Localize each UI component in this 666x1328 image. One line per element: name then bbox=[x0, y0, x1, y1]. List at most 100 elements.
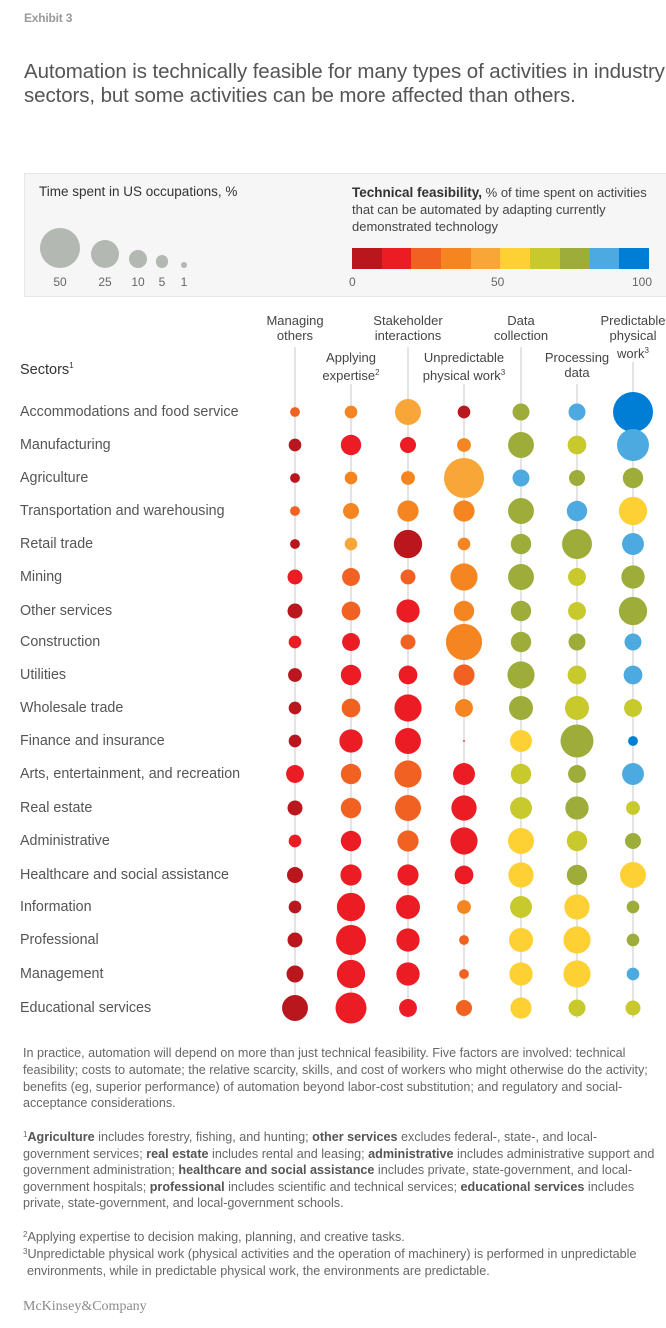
bubble bbox=[288, 900, 302, 914]
sector-label: Administrative bbox=[20, 833, 110, 849]
color-scale-swatch bbox=[589, 248, 620, 269]
column-header: Stakeholder interactions bbox=[373, 313, 443, 343]
bubble bbox=[397, 864, 419, 886]
bubble bbox=[510, 997, 532, 1019]
footnote-text: includes forestry, fishing, and hunting; bbox=[94, 1130, 313, 1144]
footnote-2-marker: 2 bbox=[23, 1230, 28, 1239]
bubble bbox=[566, 500, 588, 522]
bubble bbox=[395, 728, 421, 754]
column-header: Applying expertise2 bbox=[322, 350, 380, 383]
bubble bbox=[340, 434, 362, 456]
bubble bbox=[510, 797, 532, 819]
bubble bbox=[340, 763, 362, 785]
mckinsey-logo: McKinsey&Company bbox=[23, 1299, 147, 1314]
sector-label: Healthcare and social assistance bbox=[20, 867, 230, 883]
bubble bbox=[343, 503, 359, 519]
footnote-text: includes administrative support and gove… bbox=[23, 1146, 655, 1178]
sectors-title-text: Sectors bbox=[20, 362, 70, 378]
bubble bbox=[622, 763, 644, 785]
footnote-text: excludes federal-, state-, and local-gov… bbox=[23, 1130, 598, 1161]
bubble bbox=[288, 701, 302, 715]
bubble bbox=[395, 795, 421, 821]
bubble bbox=[453, 600, 475, 622]
bubble bbox=[510, 763, 532, 785]
bubble bbox=[450, 827, 478, 855]
footnote-term: healthcare and social assistance bbox=[178, 1163, 375, 1177]
bubble bbox=[457, 438, 471, 452]
footnote-text: includes private, state-government, and … bbox=[23, 1179, 635, 1211]
scale-label-50: 50 bbox=[491, 275, 505, 289]
footnote-2-text: Applying expertise to decision making, p… bbox=[27, 1230, 405, 1244]
bubble bbox=[626, 900, 640, 914]
bubble bbox=[344, 471, 358, 485]
bubble bbox=[560, 724, 594, 758]
footnote-3-text: Unpredictable physical work (physical ac… bbox=[27, 1247, 637, 1278]
footnote-text: includes scientific and technical servic… bbox=[224, 1179, 461, 1194]
footnote-term: real estate bbox=[146, 1146, 209, 1161]
column-header: Managing others bbox=[266, 313, 324, 343]
bubble bbox=[450, 563, 478, 591]
bubble bbox=[287, 800, 303, 816]
bubble bbox=[451, 795, 477, 821]
color-scale-swatch bbox=[411, 248, 442, 269]
bubble bbox=[624, 699, 642, 717]
bubble bbox=[568, 568, 586, 586]
bubble bbox=[507, 661, 535, 689]
bubble bbox=[622, 467, 644, 489]
size-legend-label: 1 bbox=[180, 275, 188, 289]
bubble bbox=[512, 403, 530, 421]
bubble bbox=[568, 999, 586, 1017]
bubble bbox=[336, 925, 366, 955]
color-scale-swatch bbox=[381, 248, 412, 269]
size-legend-label: 25 bbox=[98, 275, 112, 289]
footnote-3-marker: 3 bbox=[23, 1247, 28, 1256]
sector-label: Transportation and warehousing bbox=[20, 503, 225, 519]
column-header: Predictable physical work3 bbox=[600, 313, 666, 361]
bubble bbox=[400, 437, 416, 453]
bubble bbox=[509, 962, 533, 986]
bubble bbox=[335, 992, 367, 1024]
footnote-term: Agriculture bbox=[27, 1130, 95, 1144]
bubble bbox=[567, 435, 587, 455]
bubble bbox=[620, 862, 646, 888]
color-legend-title: Technical feasibility, % of time spent o… bbox=[352, 184, 666, 235]
bubble bbox=[397, 830, 419, 852]
exhibit-label: Exhibit 3 bbox=[24, 11, 73, 25]
bubble bbox=[288, 834, 302, 848]
footnote-3: 3Unpredictable physical work (physical a… bbox=[23, 1244, 659, 1279]
color-scale-swatch bbox=[619, 248, 649, 269]
color-scale-swatch bbox=[500, 248, 531, 269]
bubble bbox=[342, 568, 360, 586]
footnote-term: other services bbox=[312, 1130, 398, 1144]
bubble bbox=[459, 969, 469, 979]
bubble bbox=[336, 892, 366, 922]
bubble bbox=[344, 405, 358, 419]
size-legend-label: 10 bbox=[131, 275, 145, 289]
column-header: Unpredictable physical work3 bbox=[422, 350, 506, 383]
bubble bbox=[510, 600, 532, 622]
sector-label: Other services bbox=[20, 603, 113, 619]
sector-label: Construction bbox=[20, 634, 101, 650]
footnote-2: 2Applying expertise to decision making, … bbox=[23, 1227, 659, 1246]
bubble bbox=[344, 537, 358, 551]
color-legend-title-rest: % of time spent on activities that can b… bbox=[352, 185, 647, 234]
bubble bbox=[508, 862, 534, 888]
sector-label: Wholesale trade bbox=[20, 700, 124, 716]
footer-paragraph: In practice, automation will depend on m… bbox=[23, 1046, 648, 1111]
bubble bbox=[340, 797, 362, 819]
bubble bbox=[623, 665, 643, 685]
column-header: Data collection bbox=[493, 313, 549, 343]
bubble bbox=[456, 1000, 472, 1016]
chart-title: Automation is technically feasible for m… bbox=[24, 60, 665, 107]
bubble bbox=[288, 734, 302, 748]
bubble bbox=[282, 995, 308, 1021]
bubble bbox=[508, 432, 534, 458]
bubble bbox=[626, 933, 640, 947]
sector-label: Agriculture bbox=[20, 470, 89, 486]
bubble bbox=[445, 623, 483, 661]
footnote-term: educational services bbox=[460, 1179, 585, 1194]
bubble bbox=[398, 665, 418, 685]
bubble bbox=[565, 696, 589, 720]
bubble bbox=[457, 537, 471, 551]
